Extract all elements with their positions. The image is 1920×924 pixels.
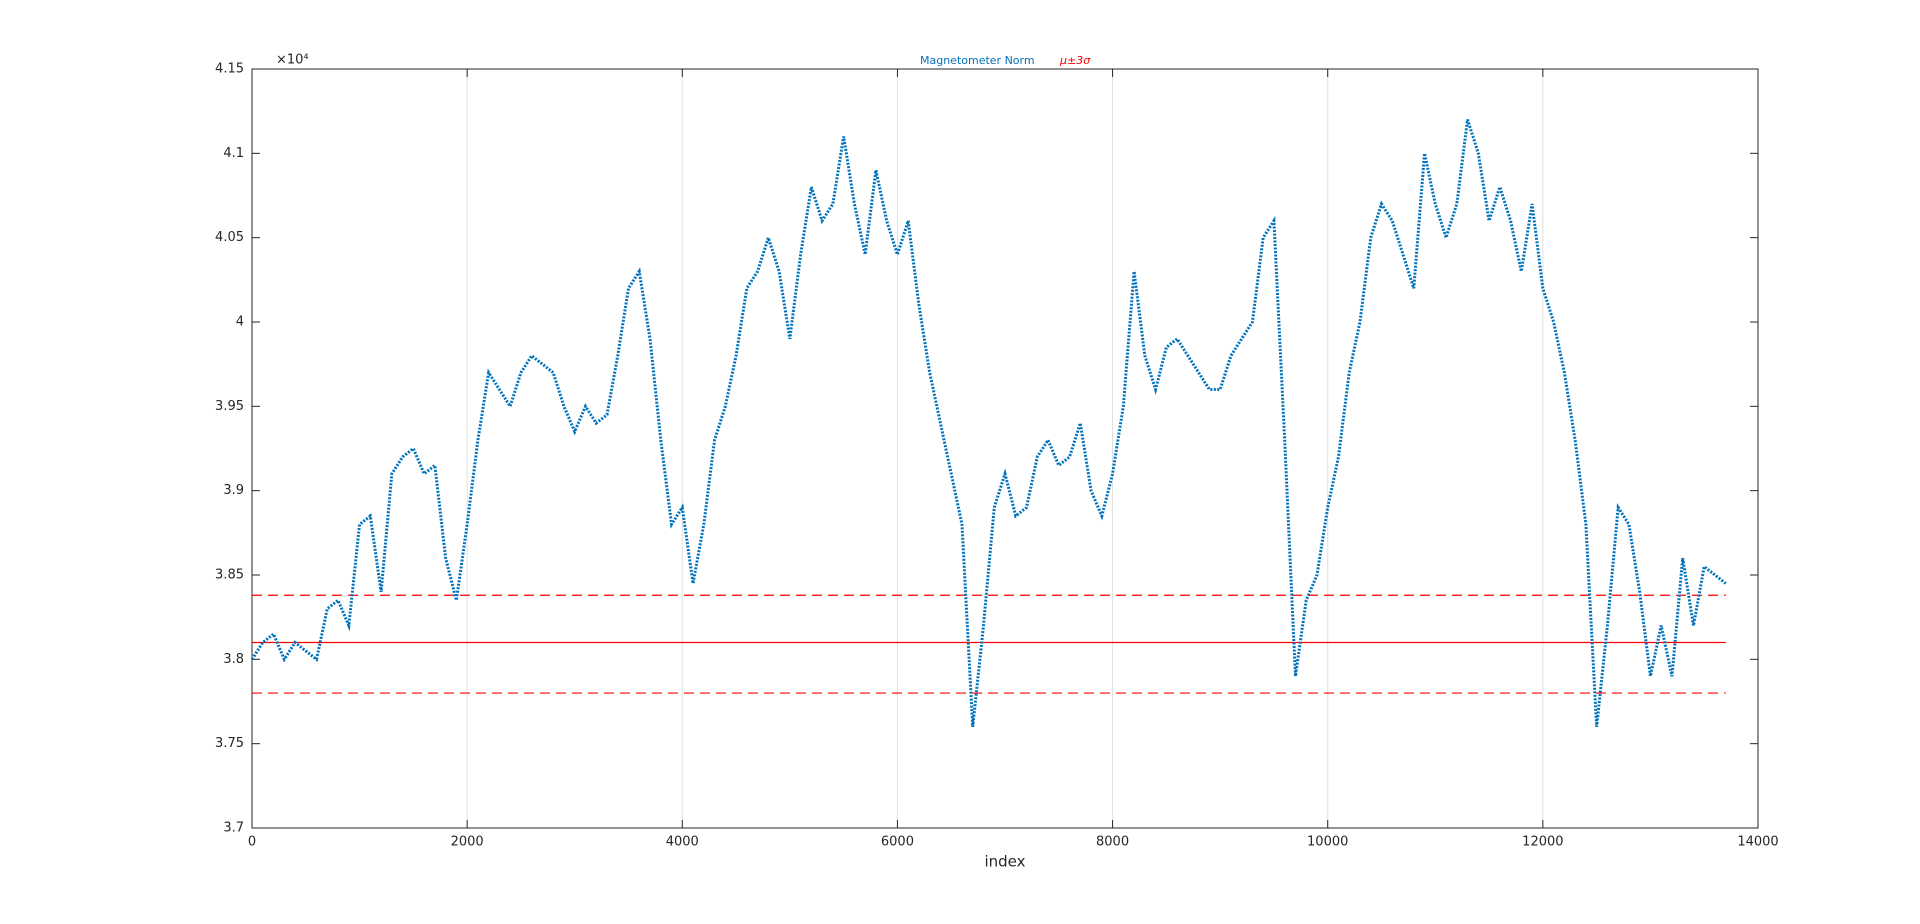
- x-tick-label: 2000: [451, 835, 484, 850]
- x-tick-label: 6000: [881, 835, 914, 850]
- y-tick-label: 3.85: [215, 568, 244, 583]
- y-tick-label: 4.05: [215, 230, 244, 245]
- y-tick-label: 4: [236, 315, 244, 330]
- x-tick-label: 8000: [1096, 835, 1129, 850]
- y-tick-label: 4.15: [215, 62, 244, 77]
- y-tick-label: 3.95: [215, 399, 244, 414]
- y-tick-label: 3.8: [223, 652, 244, 667]
- data-line: [250, 119, 1727, 727]
- x-tick-label: 12000: [1522, 835, 1563, 850]
- y-tick-label: 4.1: [223, 146, 244, 161]
- y-tick-label: 3.75: [215, 736, 244, 751]
- x-tick-label: 4000: [666, 835, 699, 850]
- y-exponent: ×10⁴: [276, 53, 309, 68]
- legend-entry: Magnetometer Norm: [920, 54, 1035, 67]
- y-tick-label: 3.9: [223, 483, 244, 498]
- x-axis-label: index: [984, 853, 1025, 871]
- x-tick-label: 0: [248, 835, 256, 850]
- y-tick-label: 3.7: [223, 821, 244, 836]
- plot-frame: [251, 68, 1759, 829]
- legend-entry: μ±3σ: [1059, 54, 1091, 67]
- x-tick-label: 10000: [1307, 835, 1348, 850]
- x-tick-label: 14000: [1737, 835, 1778, 850]
